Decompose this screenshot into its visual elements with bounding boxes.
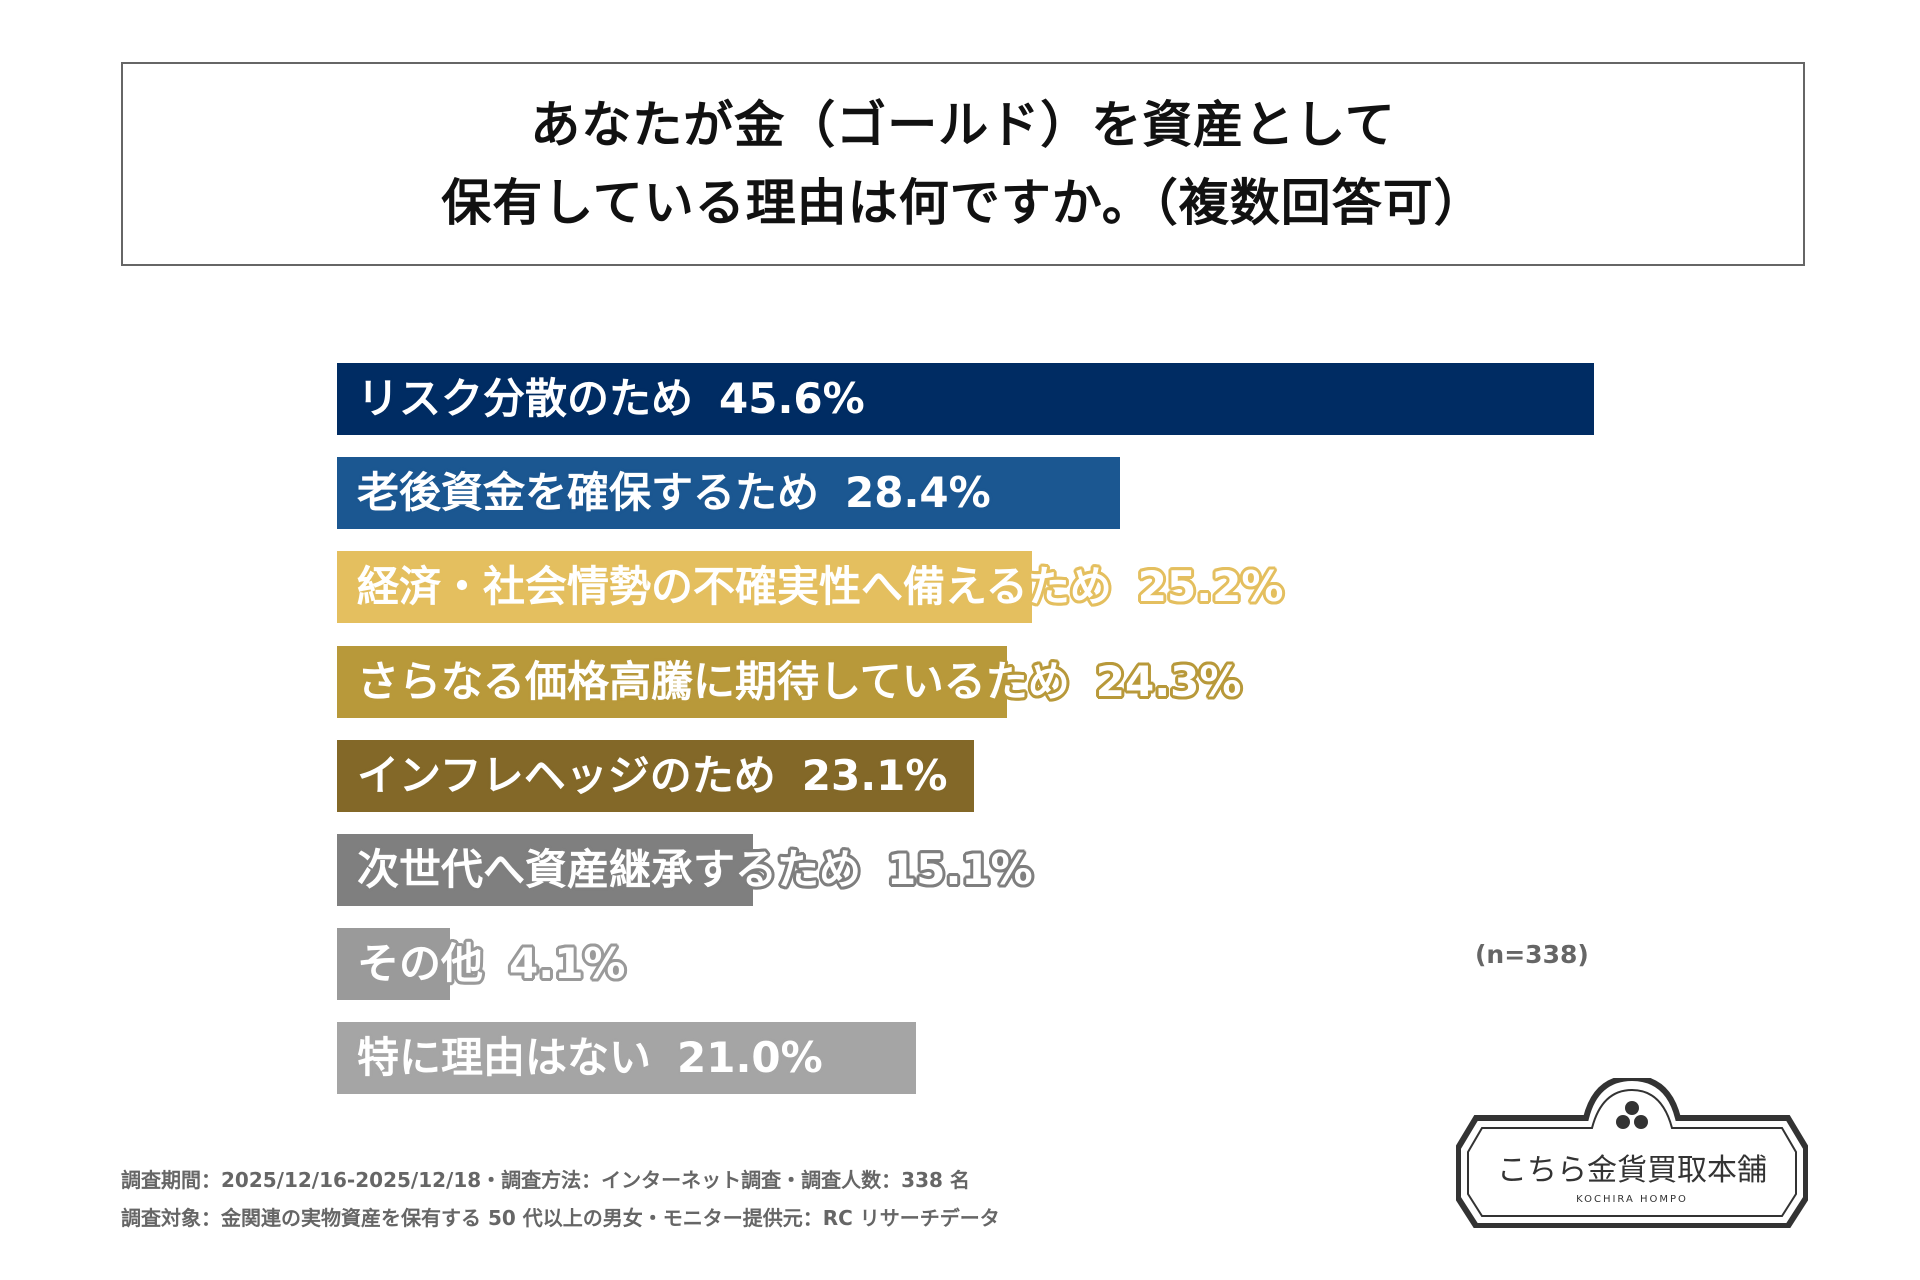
sample-size-note: (n=338) bbox=[1475, 940, 1589, 969]
bar bbox=[337, 834, 754, 906]
category-label: その他 bbox=[357, 939, 484, 989]
category-label: リスク分散のため bbox=[357, 374, 694, 423]
bar bbox=[337, 739, 974, 812]
bar-label: 経済・社会情勢の不確実性へ備えるため 25.2% bbox=[357, 551, 1283, 623]
value-label: 25.2% bbox=[1137, 562, 1284, 612]
bar-label: さらなる価格高騰に期待しているため 24.3% bbox=[357, 646, 1241, 718]
bar-label: 次世代へ資産継承するため 15.1% bbox=[357, 834, 1033, 906]
bar-label: インフレヘッジのため 23.1% bbox=[357, 740, 947, 812]
chart-title-line-2: 保有している理由は何ですか。（複数回答可） bbox=[441, 174, 1485, 232]
logo-subtext: KOCHIRA HOMPO bbox=[1576, 1194, 1688, 1205]
bar-label: リスク分散のため 45.6% bbox=[357, 363, 865, 435]
value-label: 28.4% bbox=[845, 468, 991, 518]
kochira-hompo-logo: こちら金貨買取本舗 KOCHIRA HOMPO bbox=[1456, 1078, 1808, 1228]
bar bbox=[337, 363, 1594, 435]
bar-label: 老後資金を確保するため 28.4% bbox=[357, 457, 991, 529]
value-label: 23.1% bbox=[801, 750, 948, 800]
bar bbox=[337, 551, 1032, 624]
category-label: 老後資金を確保するため bbox=[357, 468, 820, 518]
bar bbox=[337, 928, 451, 1001]
value-label: 15.1% bbox=[887, 845, 1033, 894]
category-label: さらなる価格高騰に期待しているため bbox=[357, 656, 1070, 706]
category-label: 特に理由はない bbox=[357, 1033, 652, 1083]
bar bbox=[337, 457, 1120, 530]
value-label: 4.1% bbox=[509, 939, 626, 989]
category-label: インフレヘッジのため bbox=[357, 750, 776, 800]
value-label: 45.6% bbox=[719, 374, 865, 423]
bar-label: その他 4.1% bbox=[357, 928, 626, 1000]
bar bbox=[337, 1022, 916, 1095]
bar bbox=[337, 645, 1007, 718]
logo-text: こちら金貨買取本舗 bbox=[1497, 1153, 1767, 1188]
value-label: 21.0% bbox=[677, 1033, 823, 1083]
chart-title-box: あなたが金（ゴールド）を資産として 保有している理由は何ですか。（複数回答可） bbox=[121, 62, 1805, 266]
category-label: 次世代へ資産継承するため bbox=[357, 845, 862, 894]
survey-target-note: 調査対象：金関連の実物資産を保有する 50 代以上の男女・モニター提供元：RC … bbox=[121, 1206, 1000, 1230]
chart-title-line-1: あなたが金（ゴールド）を資産として bbox=[530, 96, 1396, 154]
survey-period-note: 調査期間：2025/12/16-2025/12/18・調査方法：インターネット調… bbox=[121, 1168, 970, 1192]
value-label: 24.3% bbox=[1095, 656, 1242, 706]
bar-label: 特に理由はない 21.0% bbox=[357, 1022, 823, 1094]
category-label: 経済・社会情勢の不確実性へ備えるため bbox=[357, 562, 1112, 612]
